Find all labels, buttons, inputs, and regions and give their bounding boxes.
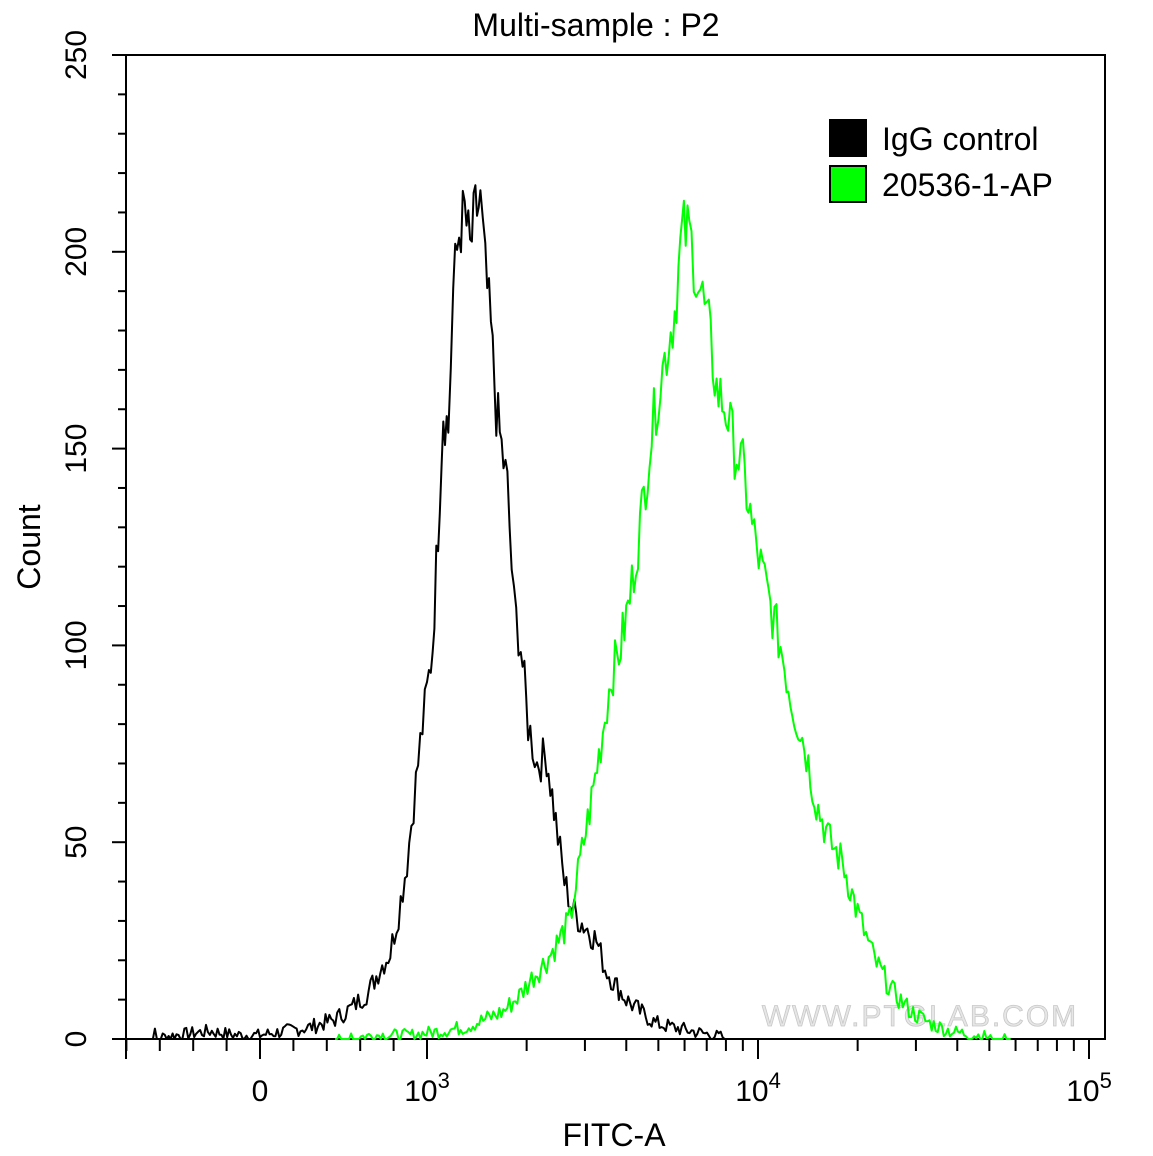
watermark: WWW.PTGLAB.COM	[762, 1000, 1078, 1033]
x-tick-label: 103	[404, 1068, 450, 1108]
series-line-1	[335, 199, 1011, 1040]
x-tick-label: 105	[1066, 1068, 1112, 1108]
y-tick-label: 250	[60, 30, 93, 80]
chart-title: Multi-sample : P2	[472, 7, 719, 43]
legend-swatch-0	[829, 119, 867, 157]
x-axis-title: FITC-A	[562, 1117, 666, 1153]
series-line-0	[143, 184, 735, 1040]
x-axis: 0 103 104 105	[125, 1039, 1112, 1108]
plot-frame	[125, 54, 1106, 1040]
y-tick-label: 100	[60, 620, 93, 670]
y-axis-title: Count	[11, 504, 47, 590]
series-layer	[143, 184, 1011, 1040]
x-tick-label: 0	[252, 1075, 269, 1108]
x-tick-label: 104	[735, 1068, 781, 1108]
legend: IgG control 20536-1-AP	[829, 119, 1053, 203]
legend-label-0: IgG control	[882, 121, 1039, 157]
legend-swatch-1	[829, 165, 867, 203]
y-tick-label: 50	[60, 826, 93, 859]
y-tick-label: 0	[60, 1031, 93, 1048]
y-tick-label: 150	[60, 424, 93, 474]
y-axis: 0 50 100 150 200 250	[60, 30, 126, 1047]
legend-label-1: 20536-1-AP	[882, 167, 1053, 203]
y-tick-label: 200	[60, 227, 93, 277]
